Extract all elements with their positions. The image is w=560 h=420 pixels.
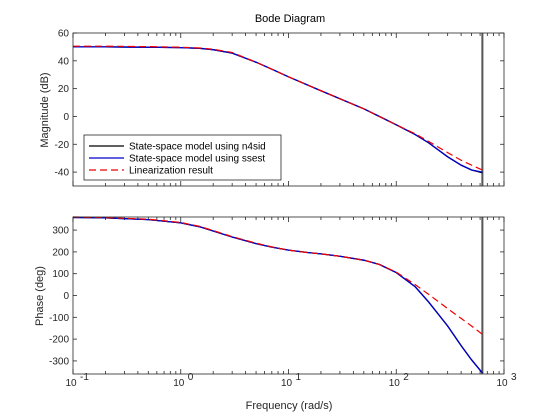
- x-tick-label-exponent: 1: [296, 372, 302, 383]
- x-axis-label: Frequency (rad/s): [246, 400, 333, 412]
- magnitude-series-linearization: [73, 45, 483, 171]
- phase-ytick-label: 0: [63, 291, 69, 302]
- phase-panel: -300 -200 -100 0 100 200 300 Phase (deg): [34, 216, 505, 375]
- x-tick-label-base: 10: [281, 378, 293, 389]
- magnitude-ylabel: Magnitude (dB): [39, 72, 51, 147]
- magnitude-ytick-label: 0: [63, 112, 69, 123]
- phase-ticks: -300 -200 -100 0 100 200 300: [49, 217, 505, 374]
- legend-label-ssest: State-space model using ssest: [129, 154, 265, 165]
- legend: State-space model using n4sid State-spac…: [83, 134, 282, 181]
- legend-label-linearization: Linearization result: [129, 166, 213, 177]
- phase-ytick-label: 100: [52, 269, 69, 280]
- x-tick-label-exponent: 3: [511, 372, 517, 383]
- magnitude-axes-box: [72, 32, 505, 187]
- x-tick-label-base: 10: [173, 378, 185, 389]
- phase-ytick-label: 200: [52, 247, 69, 258]
- x-tick-label-base: 10: [496, 378, 508, 389]
- magnitude-ytick-label: 60: [58, 29, 70, 40]
- phase-axes-box: [72, 216, 505, 375]
- phase-ytick-label: -200: [49, 335, 69, 346]
- magnitude-ytick-label: -40: [55, 168, 70, 179]
- magnitude-ticks: -40 -20 0 20 40 60: [55, 29, 505, 186]
- magnitude-ytick-label: -20: [55, 140, 70, 151]
- phase-ytick-label: 300: [52, 226, 69, 237]
- x-tick-label-exponent: -1: [80, 372, 89, 383]
- x-tick-label-exponent: 2: [403, 372, 409, 383]
- chart-title: Bode Diagram: [255, 13, 325, 25]
- legend-label-n4sid: State-space model using n4sid: [129, 142, 266, 153]
- magnitude-series: [73, 33, 484, 186]
- x-tick-label-base: 10: [65, 378, 77, 389]
- phase-ytick-label: -100: [49, 313, 69, 324]
- x-tick-label-base: 10: [389, 378, 401, 389]
- magnitude-ytick-label: 20: [58, 84, 70, 95]
- phase-ylabel: Phase (deg): [34, 266, 46, 326]
- phase-series: [72, 216, 484, 374]
- phase-ytick-label: -300: [49, 356, 69, 367]
- magnitude-ytick-label: 40: [58, 56, 70, 67]
- phase-plot-area: [73, 217, 504, 374]
- phase-series-linearization: [72, 216, 483, 335]
- x-tick-label-exponent: 0: [188, 372, 194, 383]
